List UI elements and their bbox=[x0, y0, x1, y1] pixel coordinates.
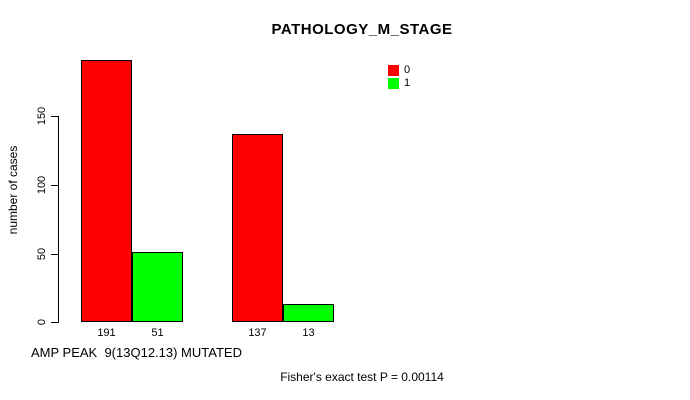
legend-swatch bbox=[388, 64, 399, 76]
legend-label: 1 bbox=[404, 76, 411, 89]
bar-value-label: 13 bbox=[302, 327, 315, 339]
bar-value-label: 51 bbox=[151, 327, 164, 339]
fisher-test-note: Fisher's exact test P = 0.00114 bbox=[280, 370, 444, 384]
bar-value-label: 137 bbox=[248, 327, 267, 339]
bar-series1-group1 bbox=[283, 304, 334, 322]
legend-item-0: 0 bbox=[388, 64, 410, 76]
y-axis-label: number of cases bbox=[6, 145, 20, 235]
legend-swatch bbox=[388, 77, 399, 89]
y-tick-mark bbox=[51, 185, 58, 186]
y-tick-mark bbox=[51, 116, 58, 117]
bar-value-label: 191 bbox=[97, 327, 116, 339]
y-tick-label: 150 bbox=[36, 106, 48, 126]
y-tick-mark bbox=[51, 254, 58, 255]
y-axis-line bbox=[58, 116, 59, 323]
chart-title: PATHOLOGY_M_STAGE bbox=[271, 21, 453, 38]
y-tick-label: 100 bbox=[36, 175, 48, 195]
y-tick-label: 50 bbox=[36, 247, 48, 261]
y-tick-mark bbox=[51, 322, 58, 323]
bar-series1-group0 bbox=[132, 252, 183, 322]
y-tick-label: 0 bbox=[36, 318, 48, 326]
legend-item-1: 1 bbox=[388, 77, 410, 89]
bar-series0-group1 bbox=[232, 134, 283, 322]
x-axis-label: AMP PEAK 9(13Q12.13) MUTATED bbox=[31, 345, 242, 360]
bar-series0-group0 bbox=[81, 60, 132, 322]
legend-label: 0 bbox=[404, 63, 411, 76]
